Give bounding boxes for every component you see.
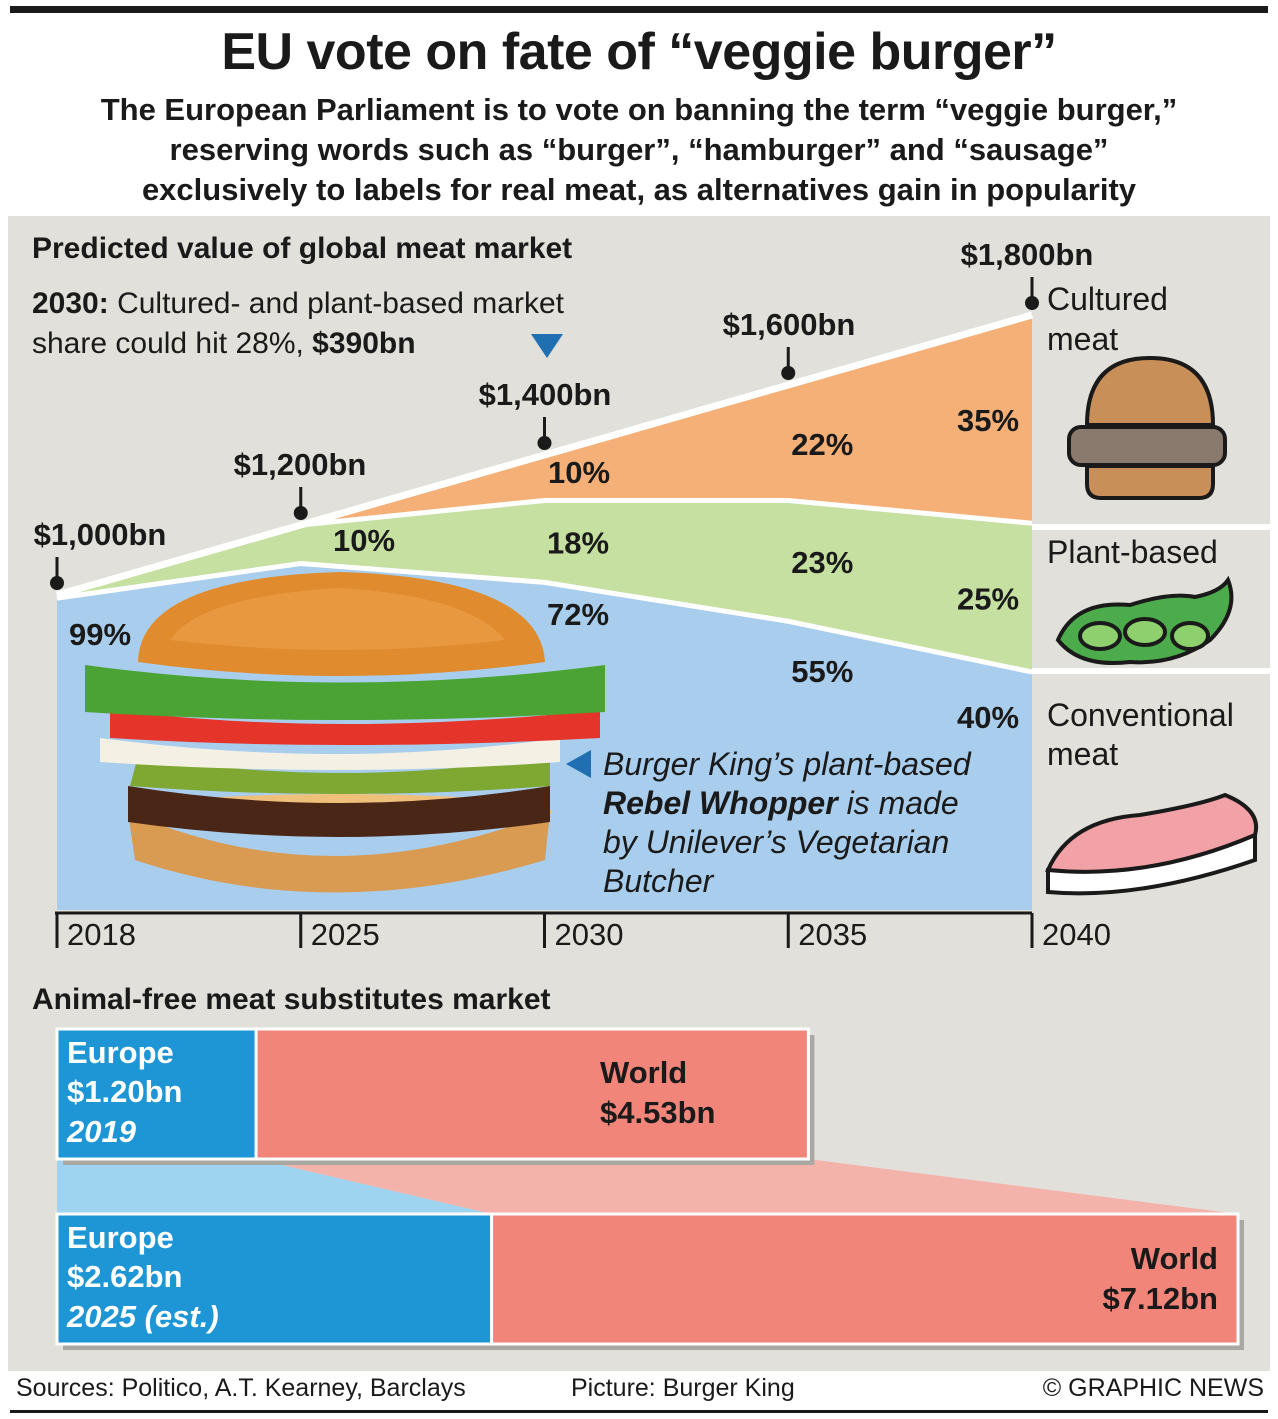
conventional-meat-icon <box>1045 792 1259 896</box>
footer-picture: Picture: Burger King <box>571 1374 795 1402</box>
pct-plant-based-2035: 23% <box>791 545 853 580</box>
cultured-meat-icon <box>1067 355 1227 500</box>
legend-plant: Plant-based <box>1047 534 1218 570</box>
pct-conventional-meat-2018: 99% <box>69 617 131 652</box>
top-rule <box>10 6 1268 13</box>
bar-world-value-1: $7.12bn <box>1103 1281 1218 1316</box>
footer-sources: Sources: Politico, A.T. Kearney, Barclay… <box>16 1374 466 1402</box>
annotation-text-2: share could hit 28%, <box>32 327 312 360</box>
bar-europe-1 <box>55 1212 494 1346</box>
pct-cultured-meat-2035: 22% <box>791 427 853 462</box>
bar-category-1: 2025 (est.) <box>66 1299 219 1334</box>
pct-conventional-meat-2035: 55% <box>791 654 853 689</box>
x-tick-label-2030: 2030 <box>555 917 624 952</box>
total-dot-2040 <box>1025 296 1039 310</box>
note-bold: Rebel Whopper <box>603 785 839 821</box>
subtitle-line-2: reserving words such as “burger”, “hambu… <box>169 132 1109 167</box>
bar-europe-name-1: Europe <box>67 1220 174 1255</box>
total-dot-2025 <box>293 506 308 520</box>
note-line-2: Rebel Whopper is made <box>603 785 959 821</box>
bar-world-value-0: $4.53bn <box>600 1095 715 1130</box>
bar-category-0: 2019 <box>66 1114 137 1149</box>
legend: Cultured meat Plant-based Conventional m… <box>1047 281 1234 772</box>
bar-europe-name-0: Europe <box>67 1035 174 1070</box>
note-line-4: Butcher <box>603 863 715 899</box>
total-dot-2018 <box>50 576 64 590</box>
total-label-2030: $1,400bn <box>479 377 612 412</box>
subtitle-line-1: The European Parliament is to vote on ba… <box>100 92 1178 127</box>
bar-connector-world <box>256 1159 1239 1214</box>
legend-conventional-1: Conventional <box>1047 697 1234 733</box>
pct-plant-based-2025: 10% <box>333 523 395 558</box>
bar-chart-title: Animal-free meat substitutes market <box>32 983 551 1016</box>
area-plant-based <box>57 500 1032 672</box>
pct-cultured-meat-2040: 35% <box>957 403 1019 438</box>
bar-europe-value-1: $2.62bn <box>67 1259 182 1294</box>
x-tick-label-2018: 2018 <box>67 917 136 952</box>
total-line <box>56 311 1033 599</box>
annotation-text-1: Cultured- and plant-based market <box>109 287 565 320</box>
bar-europe-value-0: $1.20bn <box>67 1074 182 1109</box>
annotation-line-2: share could hit 28%, $390bn <box>32 327 416 360</box>
pct-conventional-meat-2040: 40% <box>957 700 1019 735</box>
pct-cultured-meat-2030: 10% <box>548 455 610 490</box>
total-label-2025: $1,200bn <box>234 447 367 482</box>
boundary-conventional <box>56 560 1033 675</box>
legend-conventional-2: meat <box>1047 736 1118 772</box>
x-tick-label-2035: 2035 <box>798 917 867 952</box>
page-title: EU vote on fate of “veggie burger” <box>221 23 1057 81</box>
bar-europe-0 <box>55 1027 258 1161</box>
bar-world-name-1: World <box>1131 1241 1218 1276</box>
total-label-2035: $1,600bn <box>723 307 856 342</box>
x-axis: 2018 2025 2030 2035 2040 <box>55 911 1111 952</box>
x-tick-label-2040: 2040 <box>1042 917 1111 952</box>
total-label-2040: $1,800bn <box>961 237 1094 272</box>
total-dot-2035 <box>781 366 796 380</box>
annotation-line-1: 2030: Cultured- and plant-based market <box>32 287 565 320</box>
bar-world-name-0: World <box>600 1055 687 1090</box>
total-dot-2030 <box>537 436 552 450</box>
pct-plant-based-2030: 18% <box>547 525 609 560</box>
area-chart-title: Predicted value of global meat market <box>32 232 572 265</box>
annotation-bold: 2030: <box>32 287 109 320</box>
burger-photo <box>85 572 605 893</box>
burger-note: Burger King’s plant-based Rebel Whopper … <box>603 746 972 899</box>
total-label-2018: $1,000bn <box>34 517 167 552</box>
note-marker <box>566 750 591 778</box>
note-line-2-rest: is made <box>838 785 959 821</box>
note-line-3: by Unilever’s Vegetarian <box>603 824 949 860</box>
annotation-marker <box>531 334 563 358</box>
x-tick-label-2025: 2025 <box>311 917 380 952</box>
note-line-1: Burger King’s plant-based <box>603 746 972 782</box>
bar-layer: Europe $1.20bn 2019 World $4.53bn Europe $2.62… <box>55 1027 1244 1350</box>
subtitle-line-3: exclusively to labels for real meat, as … <box>141 172 1137 207</box>
bar-connector-europe <box>57 1159 492 1214</box>
legend-cultured-2: meat <box>1047 321 1118 357</box>
pct-plant-based-2040: 25% <box>957 582 1019 617</box>
bottom-rule <box>10 1410 1268 1413</box>
plant-based-icon <box>1055 575 1234 666</box>
annotation-bold-value: $390bn <box>312 327 415 360</box>
footer-credit: © GRAPHIC NEWS <box>1042 1374 1264 1402</box>
legend-cultured-1: Cultured <box>1047 281 1168 317</box>
pct-conventional-meat-2030: 72% <box>547 597 609 632</box>
